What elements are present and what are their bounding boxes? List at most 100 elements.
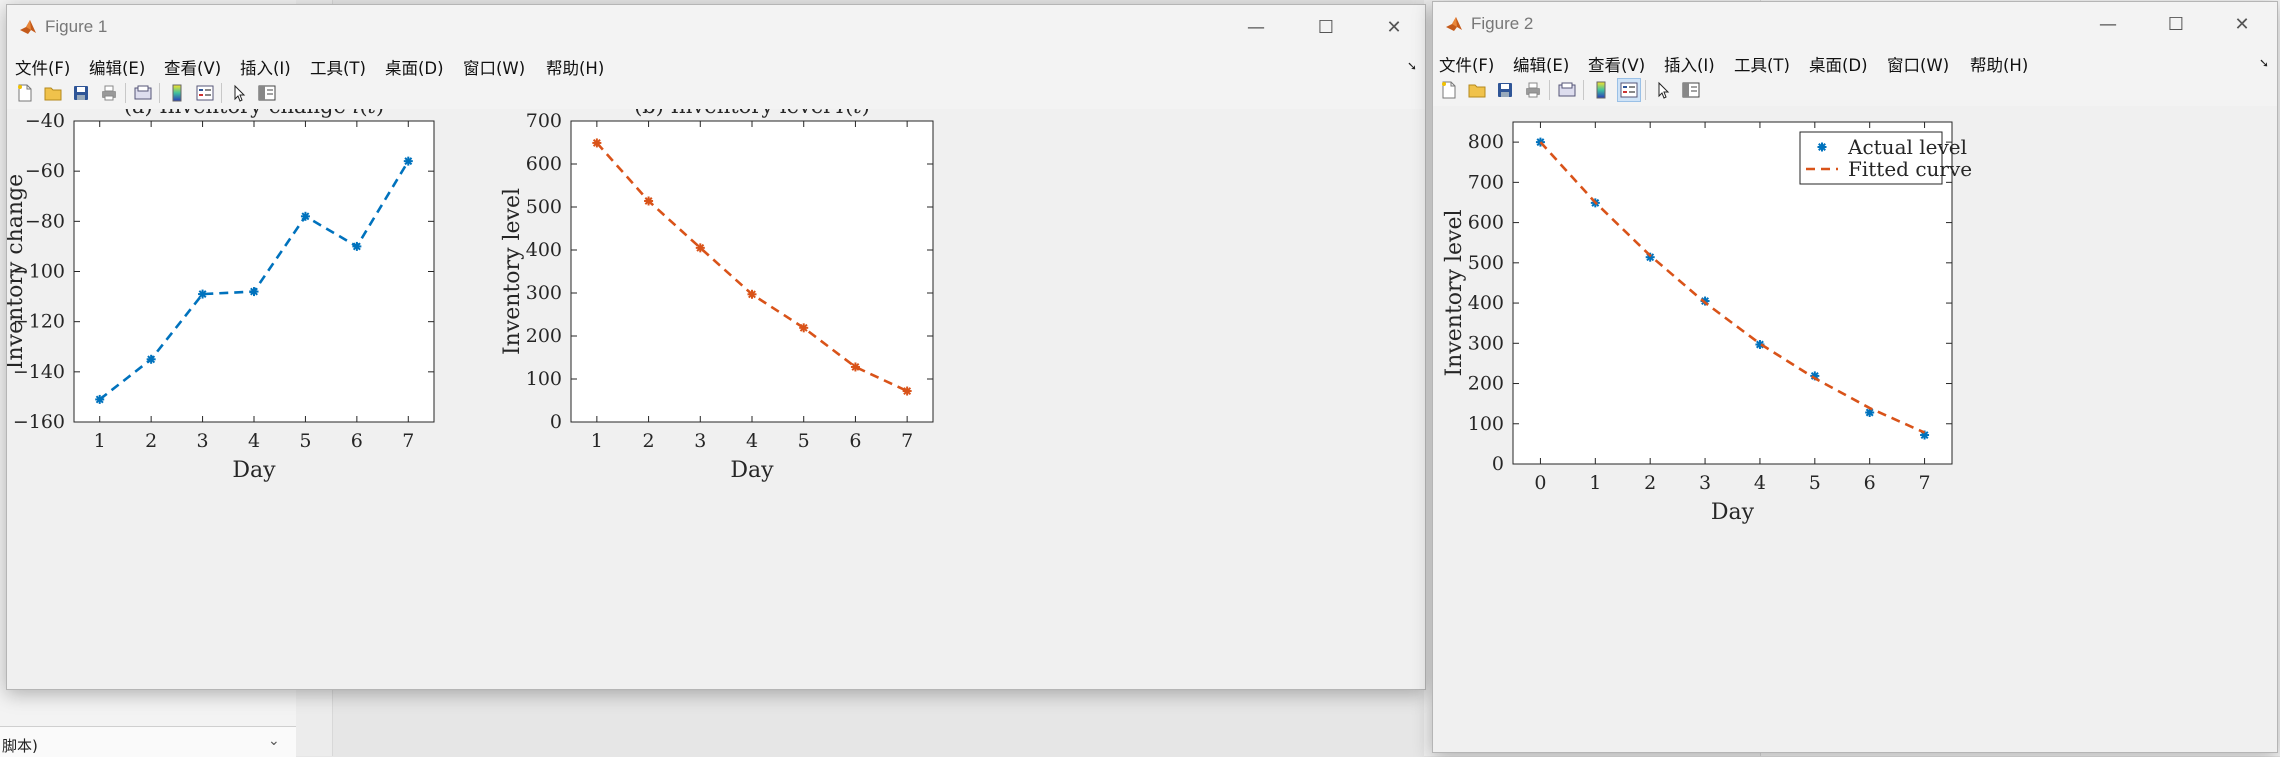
- marker-stroke: [799, 323, 808, 332]
- figure2-canvas: 0 1 2 3 4 5 6 7 800 700 600 500 400 300 200 100 0 Day Inve…: [1433, 106, 2277, 752]
- marker-stroke: [592, 138, 601, 147]
- maximize-button[interactable]: ☐: [2167, 13, 2185, 35]
- marker-stroke: [250, 287, 258, 296]
- new-file-icon[interactable]: [1437, 78, 1461, 102]
- figure2-plot-area: 0 1 2 3 4 5 6 7 800 700 600 500 400 300 200 100 0 Day Inve…: [1442, 121, 1972, 525]
- save-icon[interactable]: [69, 81, 93, 105]
- menu-view[interactable]: 查看(V): [164, 59, 222, 78]
- menu-edit[interactable]: 编辑(E): [1513, 56, 1570, 75]
- colorbar-icon[interactable]: [1589, 78, 1613, 102]
- marker-stroke: [95, 395, 104, 404]
- legend-entry: Fitted curve: [1848, 157, 1972, 181]
- x-axis-label: Day: [1711, 500, 1755, 525]
- y-tick-label: 700: [1468, 171, 1504, 193]
- marker-stroke: [748, 290, 756, 299]
- figure2-toolbar: [1433, 74, 2277, 107]
- legend-entry: Actual level: [1847, 135, 1967, 159]
- x-tick-label: 4: [1754, 472, 1766, 494]
- figure1-menubar: 文件(F) 编辑(E) 查看(V) 插入(I) 工具(T) 桌面(D) 窗口(W…: [7, 49, 1425, 78]
- legend-icon[interactable]: [193, 81, 217, 105]
- x-tick-label: 1: [1589, 472, 1601, 494]
- marker-stroke: [352, 242, 361, 251]
- x-axis-label: Day: [730, 458, 774, 483]
- save-icon[interactable]: [1493, 78, 1517, 102]
- menu-desktop[interactable]: 桌面(D): [385, 59, 444, 78]
- legend-icon[interactable]: [1617, 78, 1641, 102]
- x-tick-label: 7: [1919, 472, 1931, 494]
- background-dropdown-label: 脚本): [2, 737, 38, 755]
- y-tick-label: −140: [13, 361, 65, 383]
- y-tick-label: 400: [526, 239, 562, 261]
- property-inspector-icon[interactable]: [1679, 78, 1703, 102]
- link-plot-icon[interactable]: [131, 81, 155, 105]
- menu-help[interactable]: 帮助(H): [1970, 56, 2029, 75]
- menu-window[interactable]: 窗口(W): [1887, 56, 1950, 75]
- x-tick-label: 2: [1644, 472, 1656, 494]
- link-plot-icon[interactable]: [1555, 78, 1579, 102]
- data-point-marker: [850, 362, 860, 372]
- colorbar-icon[interactable]: [165, 81, 189, 105]
- print-icon[interactable]: [1521, 78, 1545, 102]
- y-tick-label: −120: [13, 311, 65, 333]
- menu-insert[interactable]: 插入(I): [240, 59, 291, 78]
- menu-edit[interactable]: 编辑(E): [89, 59, 146, 78]
- x-axis-label: Day: [232, 458, 276, 483]
- y-tick-label: 0: [550, 411, 562, 433]
- y-axis-label: Inventory level: [1442, 209, 1467, 376]
- open-folder-icon[interactable]: [1465, 78, 1489, 102]
- menu-insert[interactable]: 插入(I): [1664, 56, 1715, 75]
- menu-file[interactable]: 文件(F): [1439, 56, 1495, 75]
- x-tick-label: 4: [746, 430, 758, 452]
- y-tick-label: 0: [1492, 453, 1504, 475]
- open-folder-icon[interactable]: [41, 81, 65, 105]
- data-point-marker: [799, 323, 809, 333]
- dock-arrow-icon[interactable]: ➘: [1407, 59, 1418, 73]
- x-tick-label: 1: [94, 430, 106, 452]
- new-file-icon[interactable]: [13, 81, 37, 105]
- print-icon[interactable]: [97, 81, 121, 105]
- toolbar-separator: [1583, 80, 1584, 100]
- toolbar-separator: [125, 83, 126, 103]
- y-tick-label: 600: [526, 153, 562, 175]
- y-tick-label: 100: [526, 368, 562, 390]
- y-tick-label: 200: [1468, 373, 1504, 395]
- pointer-icon[interactable]: [1651, 78, 1675, 102]
- figure2-titlebar[interactable]: Figure 2 — ☐ ✕: [1433, 2, 2277, 46]
- x-tick-label: 2: [643, 430, 655, 452]
- x-tick-label: 5: [1809, 472, 1821, 494]
- minimize-button[interactable]: —: [2099, 13, 2117, 35]
- marker-stroke: [1818, 143, 1826, 151]
- menu-view[interactable]: 查看(V): [1588, 56, 1646, 75]
- plot-axes-box: [73, 120, 435, 423]
- property-inspector-icon[interactable]: [255, 81, 279, 105]
- chevron-down-icon[interactable]: ⌄: [268, 733, 280, 749]
- toolbar-separator: [1549, 80, 1550, 100]
- x-tick-label: 7: [402, 430, 414, 452]
- x-tick-label: 5: [798, 430, 810, 452]
- menu-help[interactable]: 帮助(H): [546, 59, 605, 78]
- menu-tools[interactable]: 工具(T): [1734, 56, 1790, 75]
- close-button[interactable]: ✕: [1386, 16, 1402, 38]
- x-tick-label: 3: [1699, 472, 1711, 494]
- marker-stroke: [644, 197, 653, 205]
- background-dropdown[interactable]: 脚本) ⌄: [0, 726, 296, 757]
- maximize-button[interactable]: ☐: [1317, 16, 1335, 38]
- chart-title-b: (b) Inventory level I(t): [634, 109, 870, 118]
- menu-desktop[interactable]: 桌面(D): [1809, 56, 1868, 75]
- figure1-titlebar[interactable]: Figure 1 — ☐ ✕: [7, 5, 1425, 49]
- menu-window[interactable]: 窗口(W): [463, 59, 526, 78]
- close-button[interactable]: ✕: [2234, 13, 2250, 35]
- chart-title-a: (a) Inventory change i(t): [124, 109, 384, 118]
- marker-stroke: [903, 387, 912, 395]
- plot-axes-box: [570, 120, 934, 423]
- matlab-icon: [1446, 17, 1462, 31]
- minimize-button[interactable]: —: [1247, 16, 1265, 38]
- y-tick-label: −40: [25, 110, 65, 132]
- menu-file[interactable]: 文件(F): [15, 59, 71, 78]
- menu-tools[interactable]: 工具(T): [310, 59, 366, 78]
- dock-arrow-icon[interactable]: ➘: [2259, 56, 2270, 70]
- x-tick-label: 3: [694, 430, 706, 452]
- pointer-icon[interactable]: [227, 81, 251, 105]
- data-point-marker: [747, 289, 757, 299]
- y-tick-label: 500: [1468, 252, 1504, 274]
